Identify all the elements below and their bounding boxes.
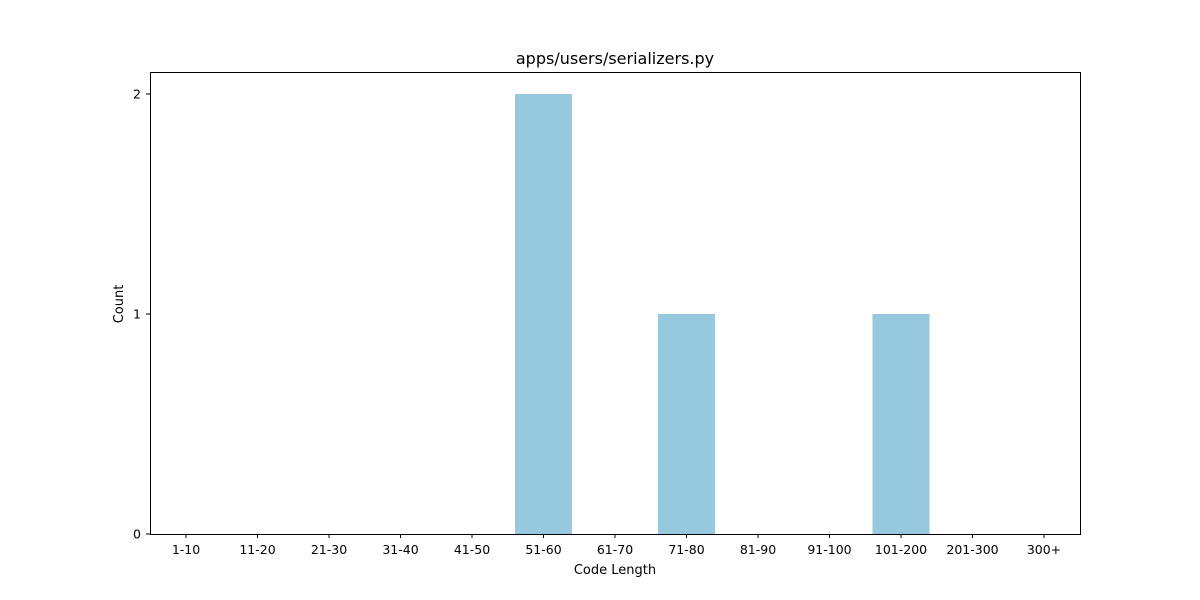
x-tick-label: 61-70 bbox=[597, 542, 633, 557]
x-tick-label: 11-20 bbox=[239, 542, 275, 557]
x-tick-label: 101-200 bbox=[875, 542, 927, 557]
bar-71-80 bbox=[658, 314, 715, 534]
bar-101-200 bbox=[872, 314, 930, 534]
x-tick-label: 300+ bbox=[1027, 542, 1061, 557]
x-tick-label: 1-10 bbox=[172, 542, 200, 557]
x-axis-ticks: 1-10 11-20 21-30 31-40 41-50 51-60 61-70 71-80 8… bbox=[172, 534, 1061, 557]
x-tick-label: 51-60 bbox=[525, 542, 561, 557]
x-tick-label: 41-50 bbox=[454, 542, 490, 557]
chart-title: apps/users/serializers.py bbox=[516, 49, 714, 68]
x-tick-label: 31-40 bbox=[382, 542, 418, 557]
y-axis-label: Count bbox=[112, 285, 127, 324]
x-axis-label: Code Length bbox=[574, 563, 656, 578]
plot-frame bbox=[150, 72, 1081, 535]
bars-group bbox=[515, 94, 930, 534]
x-tick-label: 71-80 bbox=[668, 542, 704, 557]
y-axis-ticks: 0 1 2 bbox=[133, 87, 150, 542]
y-tick-label: 0 bbox=[133, 527, 141, 542]
x-tick-label: 91-100 bbox=[807, 542, 851, 557]
y-tick-label: 2 bbox=[133, 87, 141, 102]
x-tick-label: 21-30 bbox=[311, 542, 347, 557]
x-tick-label: 81-90 bbox=[740, 542, 776, 557]
x-tick-label: 201-300 bbox=[946, 542, 998, 557]
y-tick-label: 1 bbox=[133, 307, 141, 322]
bar-51-60 bbox=[515, 94, 572, 534]
